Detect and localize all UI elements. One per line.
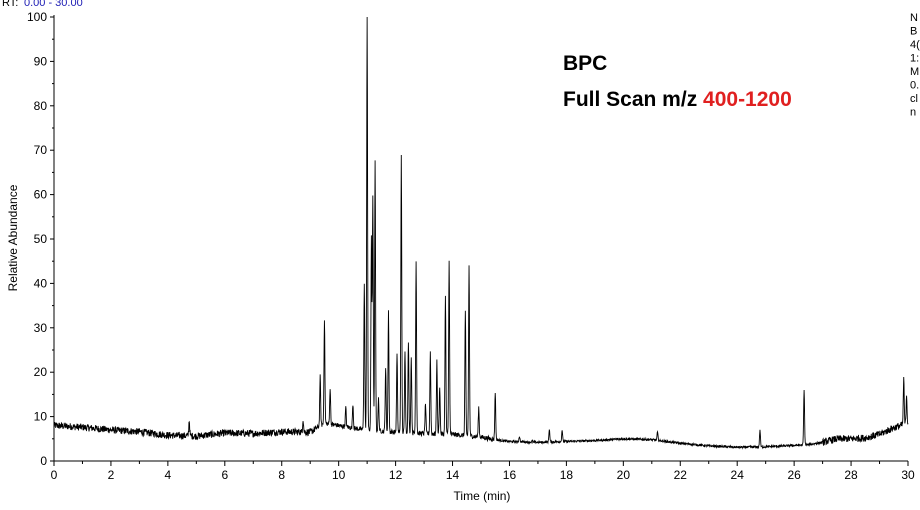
- y-tick-label: 80: [34, 99, 48, 113]
- peak-point: [448, 258, 450, 260]
- x-tick-label: 30: [901, 468, 915, 482]
- y-tick-label: 100: [27, 10, 47, 24]
- side-info-line: M: [910, 66, 919, 78]
- peak-point: [352, 402, 354, 404]
- side-info-line: 4(: [910, 39, 920, 51]
- peak-point: [404, 349, 406, 351]
- x-tick-label: 0: [51, 468, 58, 482]
- rt-range: 0.00 - 30.00: [24, 0, 83, 9]
- x-tick-label: 22: [674, 468, 688, 482]
- chromatogram-trace: [53, 16, 909, 450]
- side-info-line: 1:: [910, 53, 919, 65]
- y-tick-label: 10: [34, 410, 48, 424]
- x-tick-label: 18: [560, 468, 574, 482]
- side-info-text: NB4( 1:M 0.cl n: [910, 12, 920, 119]
- x-tick-label: 8: [278, 468, 285, 482]
- x-tick-label: 12: [389, 468, 403, 482]
- x-tick-label: 20: [617, 468, 631, 482]
- x-tick-label: 4: [165, 468, 172, 482]
- peak-point: [410, 356, 412, 358]
- peak-point: [188, 419, 190, 421]
- side-info-line: 0.: [910, 80, 919, 92]
- side-info-line: B: [910, 26, 917, 38]
- x-axis-title: Time (min): [454, 489, 511, 503]
- annotation-scan-prefix: Full Scan m/z: [563, 88, 703, 111]
- side-info-line: n: [910, 107, 916, 119]
- peak-point: [906, 393, 908, 395]
- peak-point: [329, 387, 331, 389]
- x-tick-label: 2: [108, 468, 115, 482]
- y-axis-ticks: 0 10 20 30 40 50 60 70 80 90 100: [27, 10, 54, 468]
- x-tick-label: 10: [332, 468, 346, 482]
- y-axis-title: Relative Abundance: [6, 184, 20, 291]
- y-tick-label: 30: [34, 321, 48, 335]
- x-tick-label: 16: [503, 468, 517, 482]
- x-tick-label: 26: [787, 468, 801, 482]
- peak-point: [302, 418, 304, 420]
- rt-label: RT:: [2, 0, 18, 9]
- y-tick-label: 70: [34, 143, 48, 157]
- x-tick-label: 28: [844, 468, 858, 482]
- y-tick-label: 50: [34, 232, 48, 246]
- side-info-line: N: [910, 12, 918, 24]
- x-axis-ticks: 0 2 4 6 8 10 12 14 16 18 20 22 24 26 28 30: [51, 461, 915, 482]
- annotation-scan-range: 400-1200: [703, 88, 792, 111]
- x-tick-label: 14: [446, 468, 460, 482]
- y-tick-label: 40: [34, 276, 48, 290]
- y-tick-label: 0: [40, 454, 47, 468]
- y-tick-label: 20: [34, 365, 48, 379]
- peak-point: [407, 340, 409, 342]
- annotation-title: BPC: [563, 52, 607, 75]
- annotation-scan: Full Scan m/z 400-1200: [563, 88, 792, 111]
- y-tick-label: 90: [34, 54, 48, 68]
- x-tick-label: 24: [731, 468, 745, 482]
- x-tick-label: 6: [221, 468, 228, 482]
- peak-point: [323, 318, 325, 320]
- peak-point: [439, 385, 441, 387]
- side-info-line: cl: [910, 93, 918, 105]
- peak-point: [494, 391, 496, 393]
- peak-marks: [188, 16, 907, 442]
- y-tick-label: 60: [34, 188, 48, 202]
- axes: [53, 15, 908, 462]
- peak-point: [464, 309, 466, 311]
